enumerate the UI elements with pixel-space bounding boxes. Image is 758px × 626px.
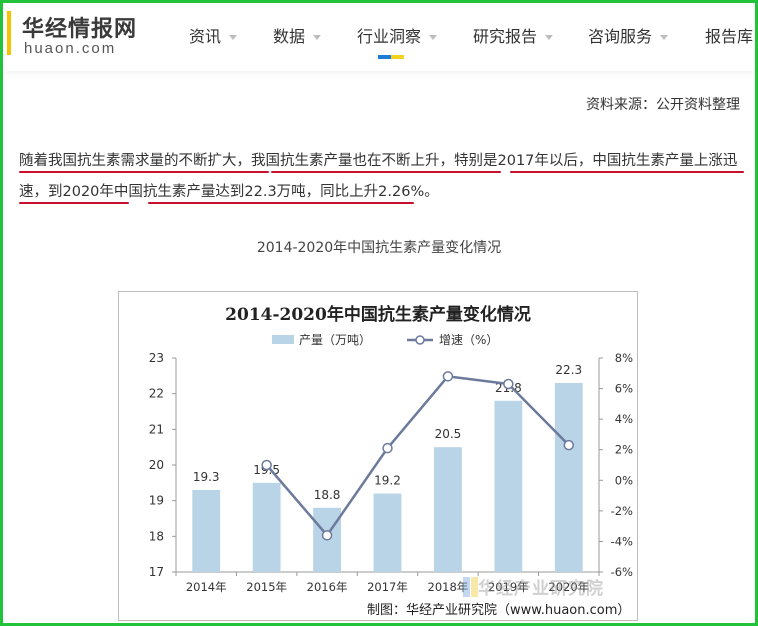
- nav-item-label: 咨询服务: [588, 27, 653, 46]
- chevron-down-icon: [660, 35, 669, 40]
- nav-item-label: 资讯: [189, 27, 222, 46]
- site-logo[interactable]: 华经情报网: [22, 17, 138, 42]
- x-axis-tick-label: 2016年: [307, 580, 348, 594]
- nav-active-indicator: [378, 55, 404, 59]
- highlight-underline: [271, 171, 501, 173]
- x-axis-tick-label: 2019年: [488, 580, 529, 594]
- growth-rate-point: [321, 530, 333, 541]
- bar-value-label: 19.2: [374, 474, 401, 488]
- growth-rate-point: [503, 378, 514, 390]
- bar: [192, 489, 221, 572]
- growth-rate-point: [261, 459, 272, 471]
- chevron-down-icon: [229, 35, 238, 40]
- legend-swatch-bar: [272, 335, 294, 344]
- left-axis-tick-label: 19: [149, 494, 164, 508]
- right-axis-tick-label: 0%: [615, 473, 633, 487]
- article-paragraph: 随着我国抗生素需求量的不断扩大，我国抗生素产量也在不断上升，特别是2017年以后…: [19, 153, 738, 200]
- highlight-underline: [19, 202, 129, 204]
- left-axis-tick-label: 20: [149, 458, 164, 472]
- left-axis-tick-label: 23: [149, 351, 164, 365]
- chart-title: 2014-2020年中国抗生素产量变化情况: [225, 304, 531, 325]
- bar: [373, 493, 402, 572]
- right-axis-tick-label: 4%: [615, 412, 633, 426]
- bar: [252, 482, 281, 572]
- nav-item-consulting[interactable]: 咨询服务: [588, 23, 669, 47]
- left-axis-tick-label: 21: [149, 422, 164, 436]
- bar-value-label: 19.3: [193, 470, 220, 484]
- chevron-down-icon: [545, 35, 554, 40]
- x-axis-tick-label: 2018年: [428, 580, 469, 594]
- bar: [494, 400, 523, 572]
- highlight-underline: [510, 171, 744, 173]
- x-axis-tick-label: 2017年: [367, 580, 408, 594]
- legend-swatch-marker: [415, 335, 425, 345]
- growth-rate-point: [382, 442, 393, 454]
- nav-item-news[interactable]: 资讯: [189, 23, 238, 47]
- bar-value-label: 18.8: [314, 488, 341, 502]
- nav-item-data[interactable]: 数据: [273, 23, 322, 47]
- chart-credit: 制图：华经产业研究院（www.huaon.com）: [367, 603, 631, 618]
- right-axis-tick-label: 6%: [615, 382, 633, 396]
- figure-caption: 2014-2020年中国抗生素产量变化情况: [256, 240, 502, 256]
- growth-rate-line: [265, 375, 570, 537]
- growth-rate-point: [442, 371, 454, 382]
- nav-item-industry-insight[interactable]: 行业洞察: [357, 23, 438, 47]
- highlight-underline: [19, 171, 269, 173]
- x-axis-tick-label: 2020年: [548, 580, 589, 594]
- nav-item-label: 报告库: [705, 27, 754, 46]
- left-axis-tick-label: 22: [149, 387, 164, 401]
- bar: [434, 447, 462, 572]
- bar-value-label: 22.3: [555, 363, 582, 377]
- left-axis-tick-label: 18: [149, 529, 164, 543]
- right-axis-tick-label: 2%: [615, 443, 633, 457]
- nav-item-research-reports[interactable]: 研究报告: [473, 23, 554, 47]
- site-header: 华经情报网 huaon.com 资讯 数据 行业洞察 研究报告 咨询服务 报告库: [3, 3, 755, 71]
- left-axis-tick-label: 17: [149, 565, 164, 579]
- nav-item-report-library[interactable]: 报告库: [705, 23, 753, 47]
- watermark-text: 华经产业研究院: [478, 579, 604, 599]
- chart-container: 2014-2020年中国抗生素产量变化情况 产量（万吨） 增速（%） 17 18 1…: [118, 291, 638, 621]
- watermark-logo-icon: [463, 577, 478, 597]
- data-source-note: 资料来源：公开资料整理: [586, 97, 740, 113]
- logo-accent-bar: [7, 11, 11, 55]
- legend-label-growth: 增速（%）: [439, 333, 498, 347]
- bar: [554, 382, 583, 572]
- nav-item-label: 行业洞察: [357, 27, 422, 46]
- legend-label-production: 产量（万吨）: [299, 333, 371, 347]
- chart-legend: 产量（万吨） 增速（%）: [272, 333, 498, 347]
- x-axis-tick-label: 2015年: [246, 580, 287, 594]
- nav-item-label: 数据: [273, 27, 306, 46]
- x-axis-tick-label: 2014年: [186, 580, 227, 594]
- chevron-down-icon: [429, 35, 438, 40]
- site-domain: huaon.com: [24, 40, 117, 57]
- growth-rate-point: [563, 439, 575, 451]
- right-axis-tick-label: 8%: [615, 351, 633, 365]
- bar-value-label: 20.5: [435, 427, 462, 441]
- right-axis-tick-label: -4%: [611, 534, 633, 548]
- right-axis-tick-label: -2%: [611, 504, 633, 518]
- nav-item-label: 研究报告: [473, 27, 538, 46]
- highlight-underline: [148, 202, 414, 204]
- right-axis-tick-label: -6%: [611, 565, 633, 579]
- chevron-down-icon: [313, 35, 322, 40]
- production-chart: 2014-2020年中国抗生素产量变化情况 产量（万吨） 增速（%） 17 18 1…: [149, 304, 633, 594]
